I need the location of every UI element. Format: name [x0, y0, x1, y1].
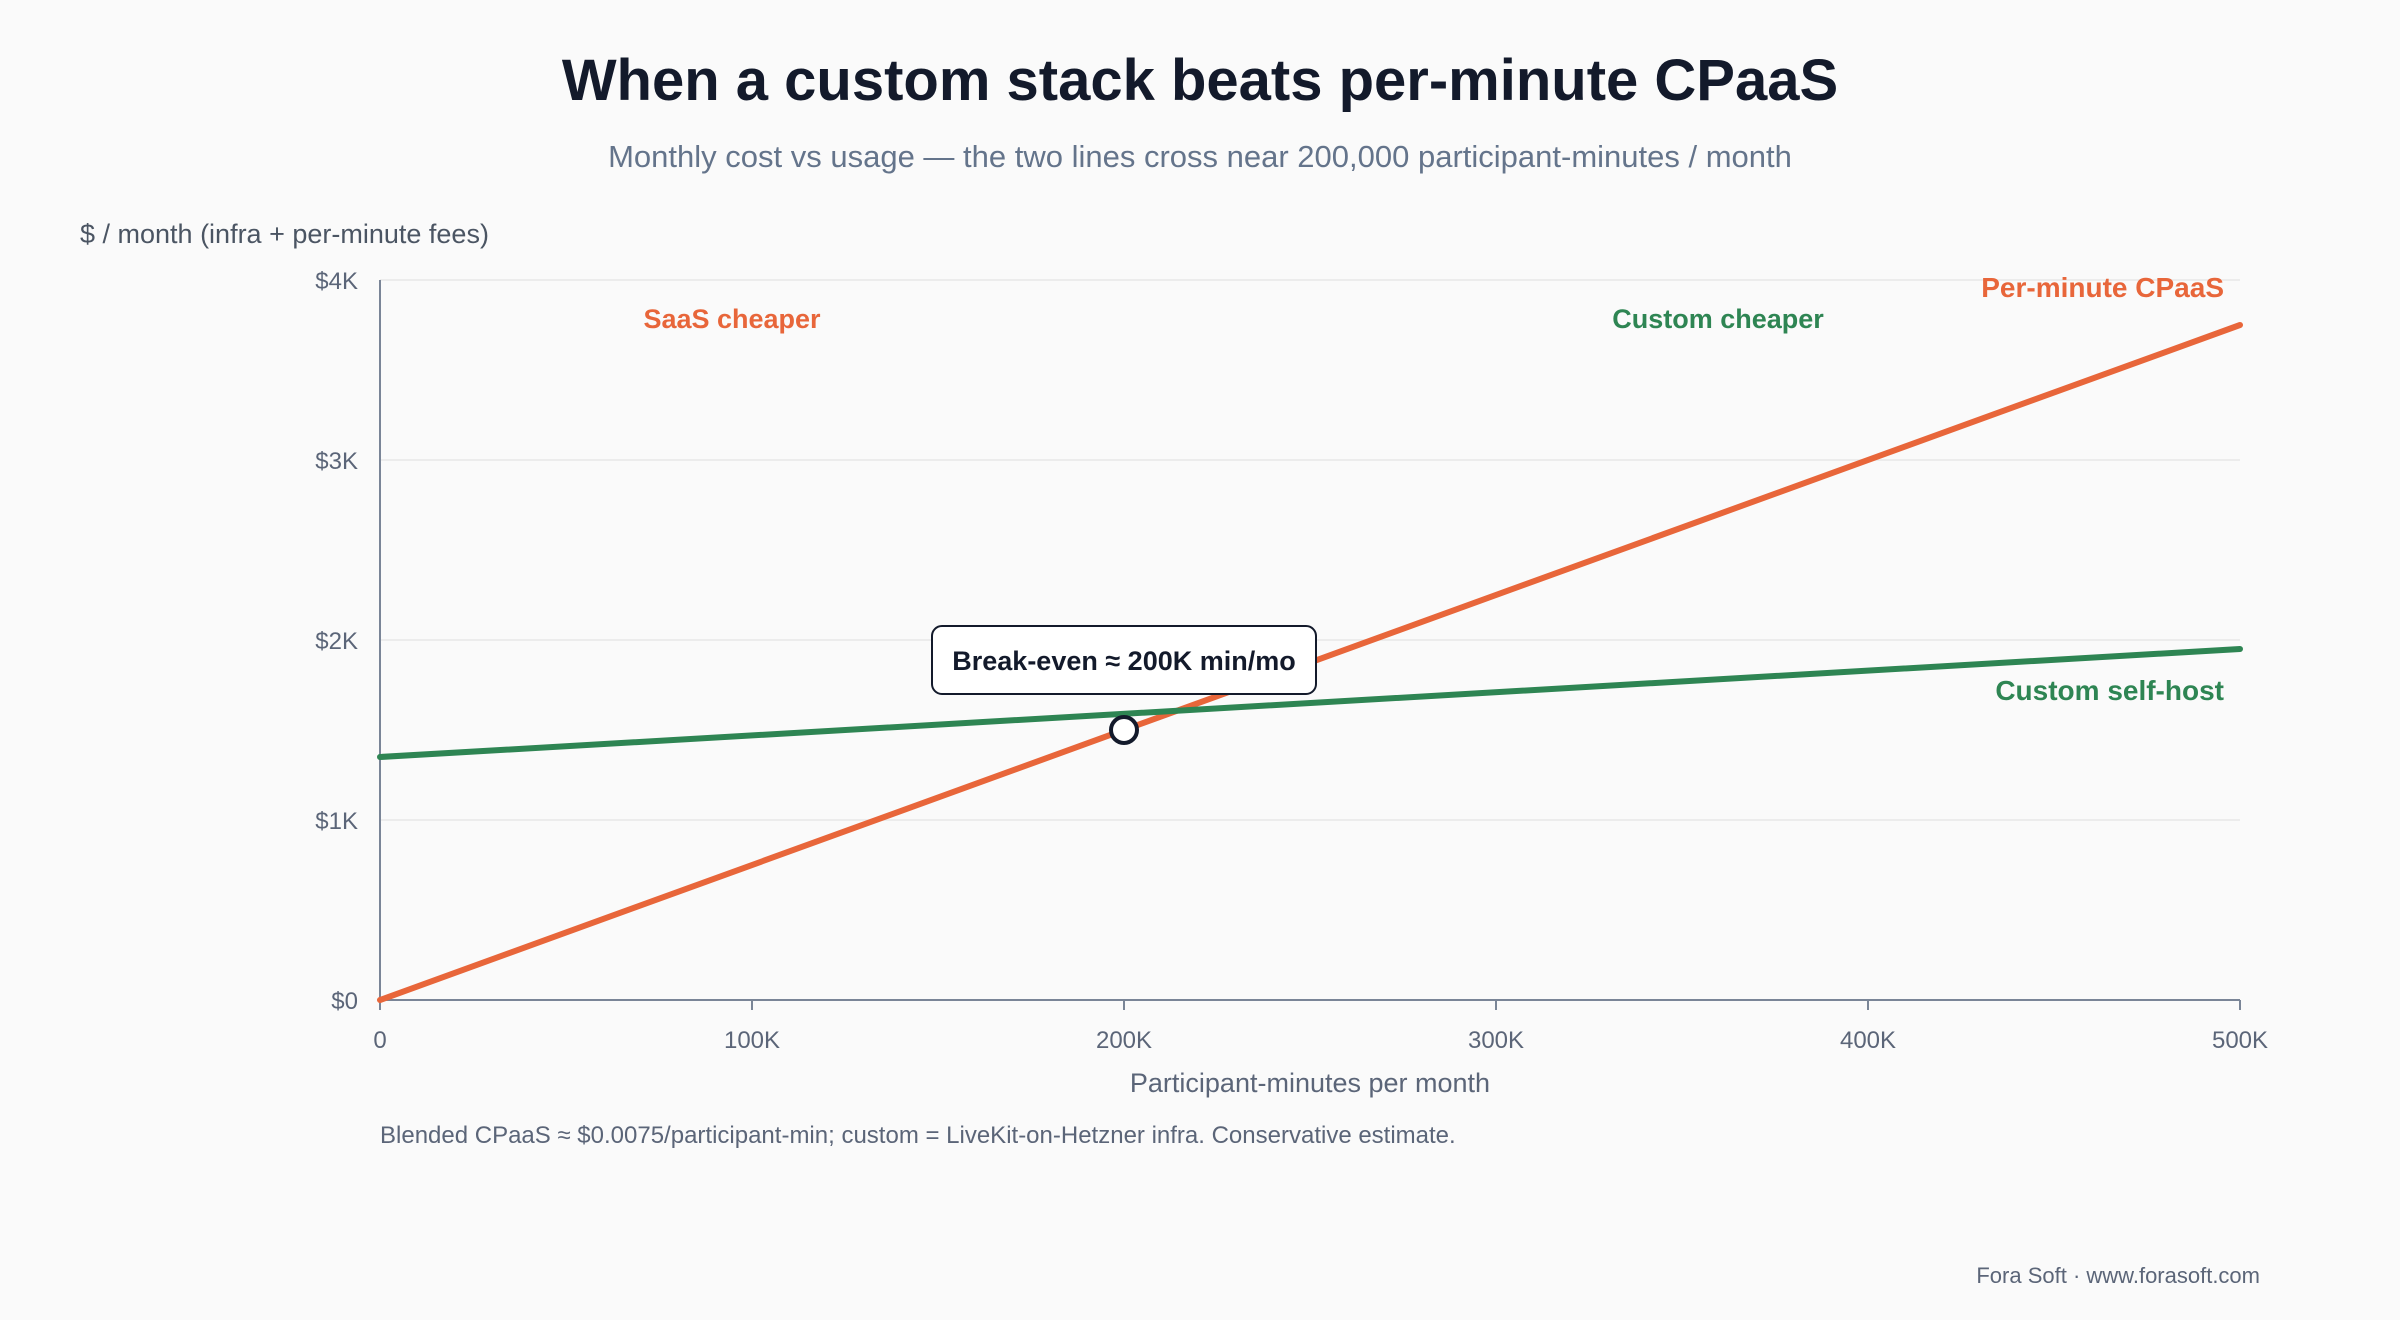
footer-credit: Fora Soft · www.forasoft.com: [1976, 1263, 2260, 1288]
x-tick-label: 400K: [1840, 1027, 1896, 1054]
break-even-callout: Break-even ≈ 200K min/mo: [931, 625, 1317, 695]
x-tick-label: 500K: [2212, 1027, 2268, 1054]
custom-series-line: [377, 646, 2243, 760]
chart-title: When a custom stack beats per-minute CPa…: [562, 48, 1838, 113]
chart-subtitle: Monthly cost vs usage — the two lines cr…: [608, 139, 1792, 174]
y-tick-label: $3K: [315, 448, 358, 475]
x-axis-label: Participant-minutes per month: [1130, 1068, 1490, 1098]
y-tick-label: $4K: [315, 268, 358, 295]
x-tick-label: 0: [373, 1027, 386, 1054]
axes: [379, 280, 2240, 1001]
y-tick-label: $0: [331, 988, 358, 1015]
custom-cheaper-label: Custom cheaper: [1612, 304, 1824, 334]
x-tick-label: 200K: [1096, 1027, 1152, 1054]
break-even-marker: [1109, 715, 1139, 745]
callout-box: [931, 625, 1317, 695]
saas-cheaper-label: SaaS cheaper: [643, 304, 821, 334]
y-ticks: $0 $1K $2K $3K $4K: [315, 268, 358, 1015]
x-tick-label: 300K: [1468, 1027, 1524, 1054]
x-tick-label: 100K: [724, 1027, 780, 1054]
footnote: Blended CPaaS ≈ $0.0075/participant-min;…: [380, 1122, 1456, 1149]
y-tick-label: $1K: [315, 808, 358, 835]
callout-label: Break-even ≈ 200K min/mo: [952, 646, 1295, 676]
grid-lines: [380, 279, 2240, 821]
x-ticks: 0 100K 200K 300K 400K 500K: [373, 1000, 2268, 1054]
custom-series-label: Custom self-host: [1995, 675, 2224, 706]
y-tick-label: $2K: [315, 628, 358, 655]
y-axis-label: $ / month (infra + per-minute fees): [80, 219, 489, 249]
cpaas-series-label: Per-minute CPaaS: [1981, 272, 2224, 303]
